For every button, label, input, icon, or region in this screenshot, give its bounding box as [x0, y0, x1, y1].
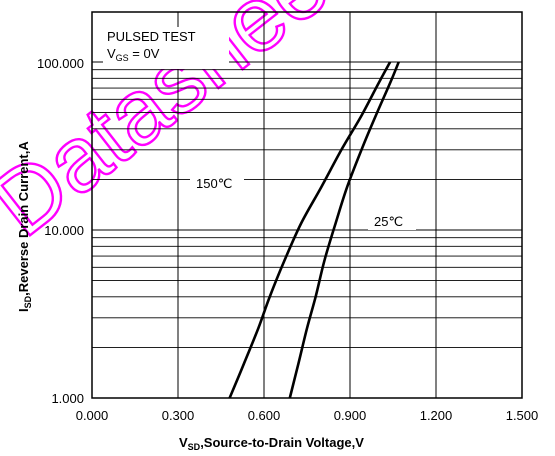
x-tick-label: 1.200 [420, 408, 453, 423]
curve-150c [228, 61, 392, 399]
x-title-rest: ,Source-to-Drain Voltage,V [200, 435, 364, 450]
x-tick-labels: 0.000 0.300 0.600 0.900 1.200 1.500 [76, 408, 539, 423]
x-tick-label: 0.600 [248, 408, 281, 423]
vgs-main: V [107, 46, 116, 61]
y-title-sub: SD [23, 295, 33, 308]
x-tick-label: 0.000 [76, 408, 109, 423]
y-tick-label: 1.000 [51, 391, 84, 406]
y-axis-title: ISD,Reverse Drain Current,A [16, 141, 33, 312]
x-tick-label: 0.900 [334, 408, 367, 423]
x-tick-label: 0.300 [162, 408, 195, 423]
legend-box [103, 27, 229, 69]
pulsed-test-label: PULSED TEST [107, 29, 196, 44]
curves [228, 61, 400, 399]
label-150-bg [190, 174, 244, 192]
x-axis-title: VSD,Source-to-Drain Voltage,V [179, 435, 364, 452]
vgs-rest: = 0V [129, 46, 160, 61]
x-tick-label: 1.500 [506, 408, 539, 423]
y-tick-label: 10.000 [44, 223, 84, 238]
x-title-sub: SD [188, 442, 201, 452]
y-title-main: I [16, 308, 31, 312]
plot-frame [91, 11, 523, 399]
label-25-bg [368, 212, 416, 230]
y-tick-labels: 1.000 10.000 100.000 [37, 56, 84, 406]
x-title-main: V [179, 435, 188, 450]
curve-label-25c: 25℃ [374, 214, 403, 229]
vgs-label: VGS = 0V [107, 46, 160, 63]
grid [92, 12, 522, 398]
vgs-sub: GS [116, 53, 129, 63]
curve-label-150c: 150℃ [196, 176, 232, 191]
curve-25c [288, 61, 400, 399]
y-title-rest: ,Reverse Drain Current,A [16, 141, 31, 296]
y-tick-label: 100.000 [37, 56, 84, 71]
